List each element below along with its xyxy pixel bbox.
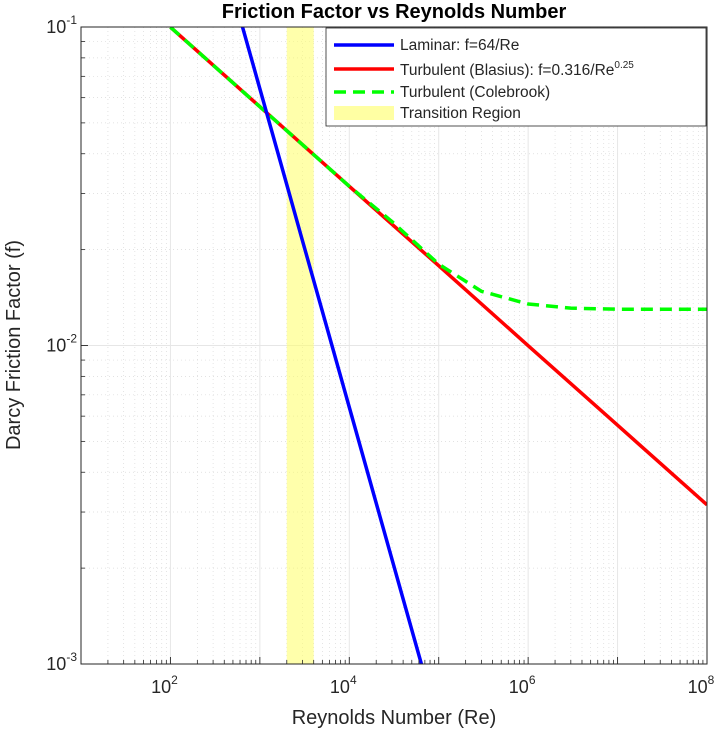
legend-entry-blasius: Turbulent (Blasius): f=0.316/Re0.25 (334, 60, 634, 79)
x-axis-title: Reynolds Number (Re) (292, 707, 497, 729)
y-tick-label-exp: -1 (66, 13, 77, 27)
legend-entry-transition: Transition Region (334, 105, 521, 122)
transition-region-band (286, 27, 314, 664)
x-tick-label-exp: 2 (171, 673, 178, 687)
region-layer (286, 27, 314, 664)
x-tick-label-exp: 8 (708, 673, 715, 687)
legend-label-transition: Transition Region (400, 105, 521, 122)
legend-label-blasius-exp: 0.25 (614, 60, 634, 71)
y-tick-label: 10-3 (46, 650, 77, 674)
x-tick-label-base: 10 (151, 677, 171, 697)
y-tick-label-base: 10 (46, 654, 66, 674)
series-layer (169, 27, 707, 664)
legend-entry-laminar: Laminar: f=64/Re (334, 37, 519, 54)
x-tick-label: 108 (688, 673, 715, 697)
x-tick-label: 106 (509, 673, 536, 697)
legend-entry-colebrook: Turbulent (Colebrook) (334, 84, 550, 101)
y-tick-label: 10-1 (46, 13, 77, 37)
y-tick-label: 10-2 (46, 332, 77, 356)
x-tick-label: 102 (151, 673, 178, 697)
legend: Laminar: f=64/Re Turbulent (Blasius): f=… (325, 27, 707, 127)
x-tick-label-exp: 4 (350, 673, 357, 687)
legend-label-blasius-main: Turbulent (Blasius): f=0.316/Re (400, 62, 614, 79)
legend-label-blasius: Turbulent (Blasius): f=0.316/Re0.25 (400, 60, 634, 79)
chart-title: Friction Factor vs Reynolds Number (222, 1, 567, 23)
x-tick-label: 104 (330, 673, 357, 697)
colebrook-series-line (169, 27, 707, 311)
legend-swatch-transition (334, 106, 394, 120)
x-tick-label-exp: 6 (529, 673, 536, 687)
laminar-series-line (240, 27, 424, 664)
legend-label-laminar: Laminar: f=64/Re (400, 37, 519, 54)
y-tick-label-exp: -2 (66, 332, 77, 346)
legend-label-colebrook: Turbulent (Colebrook) (400, 84, 550, 101)
y-tick-label-base: 10 (46, 336, 66, 356)
y-tick-label-base: 10 (46, 17, 66, 37)
y-tick-label-exp: -3 (66, 650, 77, 664)
x-tick-label-base: 10 (330, 677, 350, 697)
x-tick-label-base: 10 (688, 677, 708, 697)
y-axis-title: Darcy Friction Factor (f) (3, 240, 25, 450)
x-tick-label-base: 10 (509, 677, 529, 697)
